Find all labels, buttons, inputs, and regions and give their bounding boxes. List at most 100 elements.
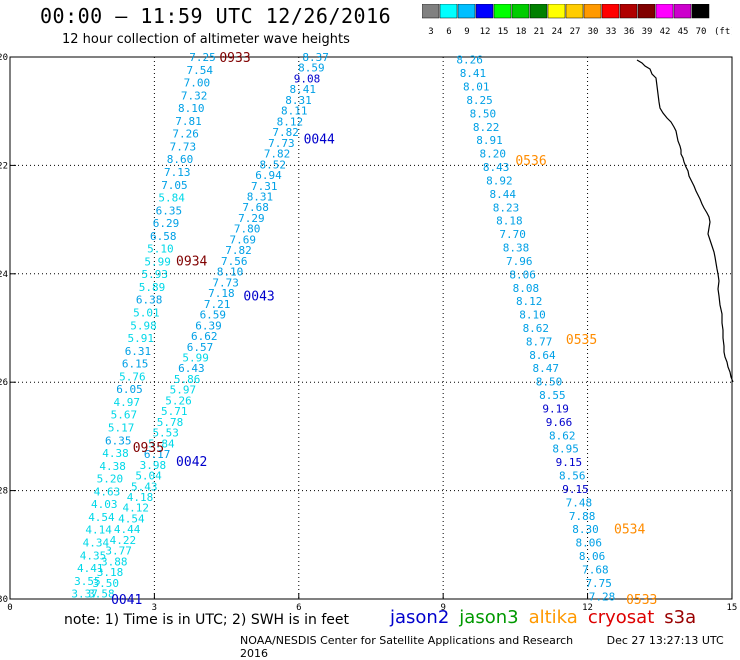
wave-height-value: 5.99 xyxy=(182,351,209,364)
wave-height-value: 7.26 xyxy=(172,128,199,141)
wave-height-value: 8.10 xyxy=(178,102,205,115)
wave-height-value: 7.81 xyxy=(175,115,202,128)
wave-height-value: 6.35 xyxy=(105,434,132,447)
wave-height-value: 3.88 xyxy=(101,555,128,568)
legend-swatch xyxy=(457,4,476,19)
wave-height-value: 9.15 xyxy=(562,483,589,496)
pass-time-label: 0535 xyxy=(566,333,597,348)
wave-height-value: 5.99 xyxy=(144,255,171,268)
wave-height-value: 5.43 xyxy=(131,480,158,493)
legend-swatch xyxy=(673,4,692,19)
wave-height-value: 8.56 xyxy=(559,470,586,483)
wave-height-value: 5.26 xyxy=(165,394,192,407)
wave-height-value: 5.84 xyxy=(148,437,175,450)
wave-height-value: 8.08 xyxy=(513,282,540,295)
wave-height-value: 4.41 xyxy=(77,562,104,575)
map-grid xyxy=(10,57,732,599)
wave-height-value: 6.62 xyxy=(191,330,218,343)
wave-height-value: 3.50 xyxy=(92,577,119,590)
wave-height-value: 8.06 xyxy=(576,537,603,550)
satellite-name: jason3 xyxy=(459,607,519,628)
wave-height-value: 5.17 xyxy=(108,421,135,434)
wave-height-value: 8.41 xyxy=(460,67,487,80)
x-tick-label: 3 xyxy=(152,603,157,610)
wave-height-value: 8.60 xyxy=(167,153,194,166)
x-tick-label: 0 xyxy=(7,603,12,610)
wave-height-value: 4.38 xyxy=(102,447,129,460)
wave-height-value: 9.15 xyxy=(556,456,583,469)
wave-height-value: 7.69 xyxy=(230,233,257,246)
pass-time-label: 0934 xyxy=(176,254,207,269)
wave-height-value: 8.47 xyxy=(532,362,559,375)
wave-height-value: 4.54 xyxy=(88,511,115,524)
wave-height-value: 5.10 xyxy=(147,243,174,256)
wave-height-value: 7.73 xyxy=(268,137,295,150)
map-frame xyxy=(9,56,733,600)
wave-height-value: 4.54 xyxy=(118,512,145,525)
wave-height-value: 3.77 xyxy=(105,545,132,558)
wave-height-value: 7.29 xyxy=(238,212,265,225)
wave-height-value: 8.52 xyxy=(260,158,287,171)
wave-height-value: 8.37 xyxy=(302,51,329,64)
wave-height-value: 8.11 xyxy=(281,105,308,118)
wave-height-value: 5.04 xyxy=(135,470,162,483)
satellite-legend: jason2 jason3 altika cryosat s3a xyxy=(390,607,706,628)
legend-label: 21 xyxy=(534,27,545,37)
altimeter-tracks: 7.257.547.007.328.107.817.267.738.607.13… xyxy=(71,51,615,603)
credit-line: NOAA/NESDIS Center for Satellite Applica… xyxy=(240,634,740,660)
wave-height-value: 7.68 xyxy=(242,201,269,214)
wave-height-value: 5.53 xyxy=(152,427,179,440)
y-tick-label: 24 xyxy=(0,270,8,280)
legend-label: 3 xyxy=(428,27,433,37)
legend-swatch xyxy=(583,4,602,19)
wave-height-value: 7.73 xyxy=(170,140,197,153)
wave-height-value: 8.23 xyxy=(493,201,520,214)
wave-height-value: 6.31 xyxy=(125,345,152,358)
wave-height-value: 7.31 xyxy=(251,180,278,193)
pass-time-label: 0533 xyxy=(626,593,657,608)
wave-height-value: 8.20 xyxy=(480,148,507,161)
wave-height-value: 4.44 xyxy=(114,523,141,536)
wave-height-value: 6.43 xyxy=(178,362,205,375)
wave-height-value: 7.05 xyxy=(161,179,188,192)
x-tick-label: 15 xyxy=(727,603,738,610)
wave-height-value: 8.43 xyxy=(483,161,510,174)
wave-height-value: 8.25 xyxy=(466,94,493,107)
wave-height-value: 7.82 xyxy=(225,244,252,257)
y-tick-label: 22 xyxy=(0,161,8,171)
wave-height-value: 8.41 xyxy=(290,83,317,96)
wave-height-value: 8.50 xyxy=(536,376,563,389)
track-0933: 7.257.547.007.328.107.817.267.738.607.13… xyxy=(71,51,215,601)
x-tick-label: 12 xyxy=(582,603,593,610)
chart-subtitle: 12 hour collection of altimeter wave hei… xyxy=(62,32,350,47)
satellite-name: s3a xyxy=(664,607,697,628)
wave-height-value: 7.68 xyxy=(582,563,609,576)
wave-height-value: 8.18 xyxy=(496,215,523,228)
pass-time-label: 0042 xyxy=(176,455,207,470)
chart-title: 00:00 — 11:59 UTC 12/26/2016 xyxy=(40,4,392,28)
wave-height-value: 8.77 xyxy=(526,335,553,348)
wave-height-value: 6.59 xyxy=(200,309,227,322)
legend-swatch xyxy=(529,4,548,19)
organization: NOAA/NESDIS Center for Satellite Applica… xyxy=(240,634,574,647)
wave-height-value: 4.22 xyxy=(110,534,137,547)
pass-time-label: 0043 xyxy=(243,289,274,304)
legend-label: 12 xyxy=(480,27,491,37)
wave-height-value: 7.82 xyxy=(272,126,299,139)
wave-height-value: 7.82 xyxy=(264,148,291,161)
track-0044: 8.378.599.088.418.318.118.127.827.737.82… xyxy=(88,51,329,601)
wave-height-value: 4.03 xyxy=(91,498,118,511)
wave-height-value: 7.48 xyxy=(566,496,593,509)
wave-height-value: 4.18 xyxy=(127,491,154,504)
wave-height-value: 8.31 xyxy=(285,94,312,107)
legend-swatch xyxy=(637,4,656,19)
legend-label: 36 xyxy=(624,27,635,37)
wave-height-value: 8.92 xyxy=(486,174,513,187)
legend-swatch xyxy=(493,4,512,19)
wave-height-value: 8.12 xyxy=(277,115,304,128)
wave-height-value: 7.25 xyxy=(189,51,216,64)
wave-height-value: 5.91 xyxy=(128,332,155,345)
wave-height-value: 4.97 xyxy=(113,396,140,409)
wave-height-value: 7.70 xyxy=(499,228,526,241)
wave-height-value: 7.88 xyxy=(569,510,596,523)
